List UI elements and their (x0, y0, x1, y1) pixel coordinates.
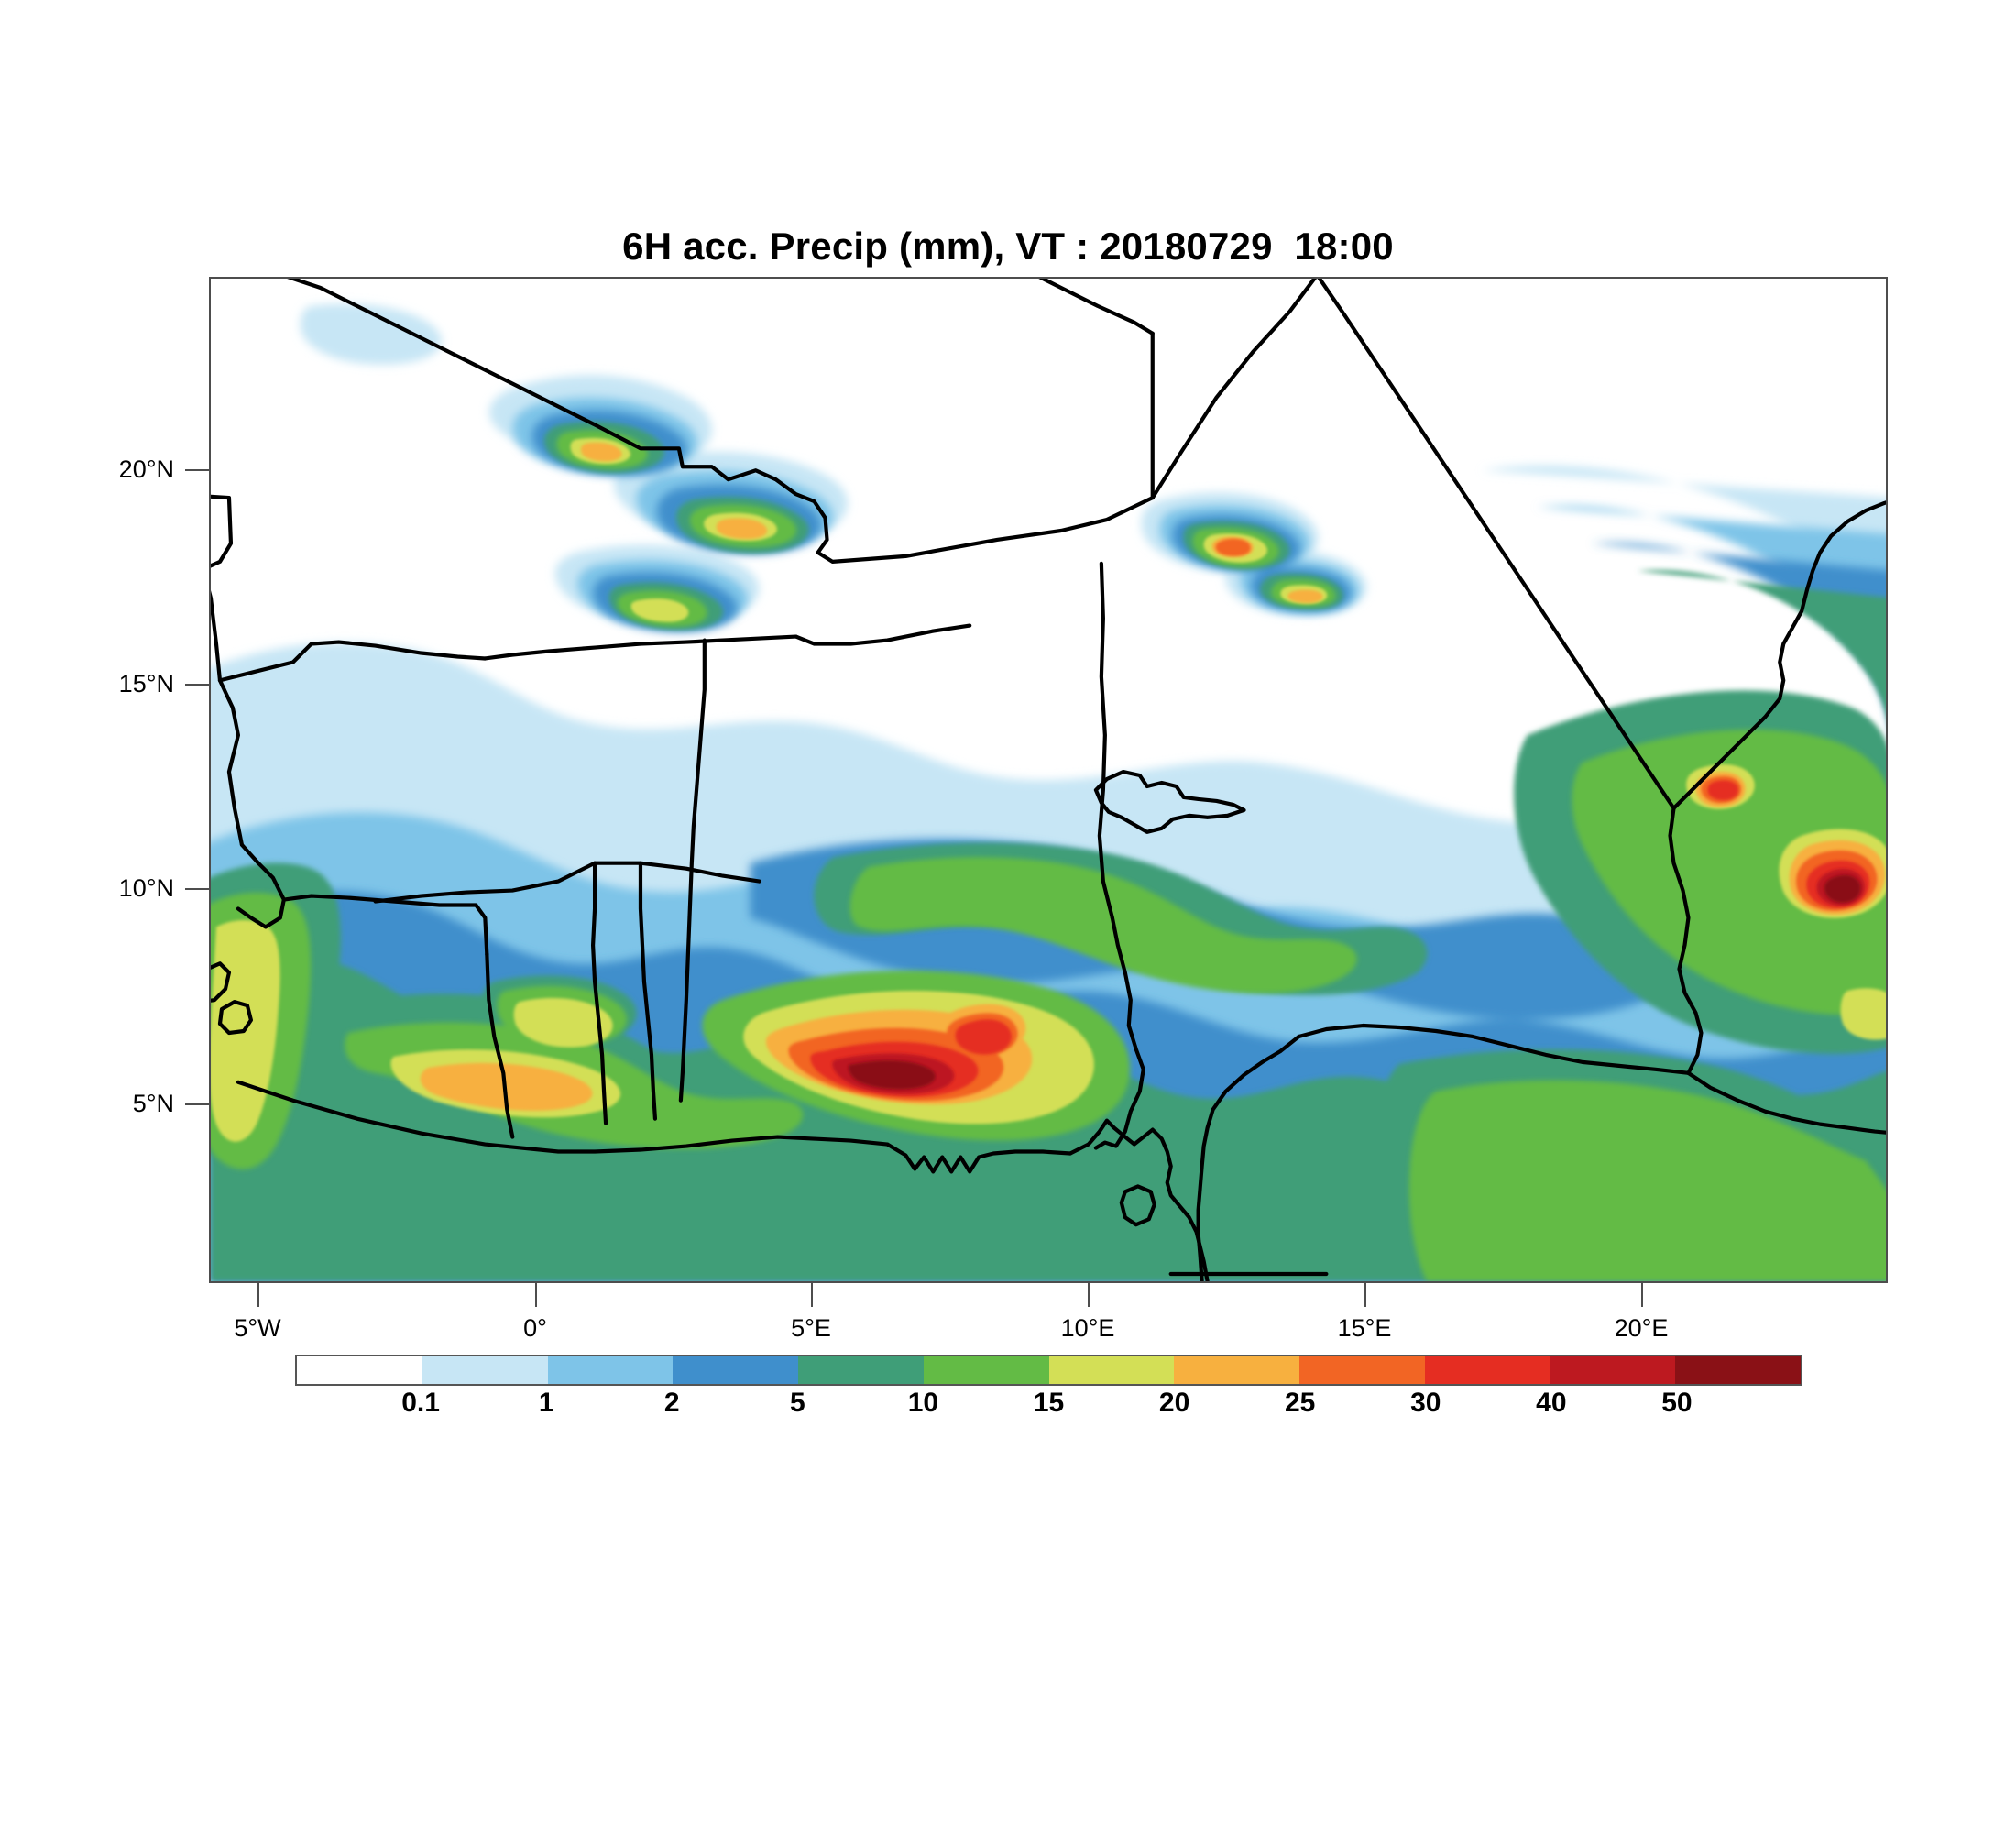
coastlines-and-borders (211, 279, 1886, 1281)
colorbar-tick-label-15: 15 (1033, 1388, 1065, 1418)
colorbar-swatch-4 (798, 1356, 924, 1384)
page-title: 6H acc. Precip (mm), VT : 20180729 18:00 (622, 225, 1394, 268)
colorbar-tick-label-40: 40 (1536, 1388, 1567, 1418)
colorbar-swatch-3 (673, 1356, 798, 1384)
colorbar-swatch-0 (297, 1356, 422, 1384)
lat-label-5N: 5°N (132, 1090, 174, 1117)
lon-label-0: 0° (523, 1314, 547, 1342)
colorbar-tick-label-2: 2 (663, 1388, 680, 1418)
lon-label-15E: 15°E (1337, 1314, 1392, 1342)
lat-tick-5N (185, 1103, 209, 1105)
lon-tick-20E (1641, 1283, 1643, 1307)
map-plot-area (209, 277, 1888, 1283)
map-canvas (211, 279, 1886, 1281)
colorbar-swatch-5 (923, 1356, 1049, 1384)
precip-band-50 (848, 874, 1861, 1090)
lat-tick-15N (185, 684, 209, 686)
colorbar-tick-label-30: 30 (1410, 1388, 1441, 1418)
lon-tick-15E (1364, 1283, 1366, 1307)
colorbar-tick-label-5: 5 (789, 1388, 805, 1418)
colorbar-swatch-6 (1048, 1356, 1175, 1384)
lon-tick-0 (535, 1283, 537, 1307)
colorbar-swatch-1 (422, 1356, 548, 1384)
lon-label-5E: 5°E (791, 1314, 831, 1342)
lat-label-20N: 20°N (118, 456, 174, 483)
colorbar-tick-label-0.1: 0.1 (401, 1388, 440, 1418)
lon-tick-10E (1088, 1283, 1090, 1307)
lon-label-5W: 5°W (234, 1314, 281, 1342)
lat-tick-10N (185, 888, 209, 890)
lat-tick-20N (185, 469, 209, 471)
colorbar-tick-label-10: 10 (907, 1388, 939, 1418)
lat-label-15N: 15°N (118, 670, 174, 697)
colorbar-swatch-7 (1174, 1356, 1299, 1384)
colorbar-swatch-8 (1299, 1356, 1425, 1384)
lon-tick-5E (811, 1283, 813, 1307)
colorbar-tick-label-1: 1 (538, 1388, 554, 1418)
colorbar-swatches (295, 1355, 1802, 1386)
lon-label-20E: 20°E (1614, 1314, 1669, 1342)
colorbar-tick-label-20: 20 (1158, 1388, 1190, 1418)
colorbar-swatch-2 (547, 1356, 674, 1384)
colorbar-tick-label-25: 25 (1284, 1388, 1316, 1418)
colorbar: 0.1 1 2 5 10 15 20 25 30 40 50 (295, 1355, 1802, 1418)
colorbar-swatch-10 (1550, 1356, 1676, 1384)
colorbar-swatch-9 (1424, 1356, 1550, 1384)
lon-label-10E: 10°E (1060, 1314, 1115, 1342)
lon-tick-5W (257, 1283, 259, 1307)
lat-label-10N: 10°N (118, 874, 174, 902)
colorbar-swatch-11 (1675, 1356, 1801, 1384)
colorbar-tick-label-50: 50 (1661, 1388, 1693, 1418)
